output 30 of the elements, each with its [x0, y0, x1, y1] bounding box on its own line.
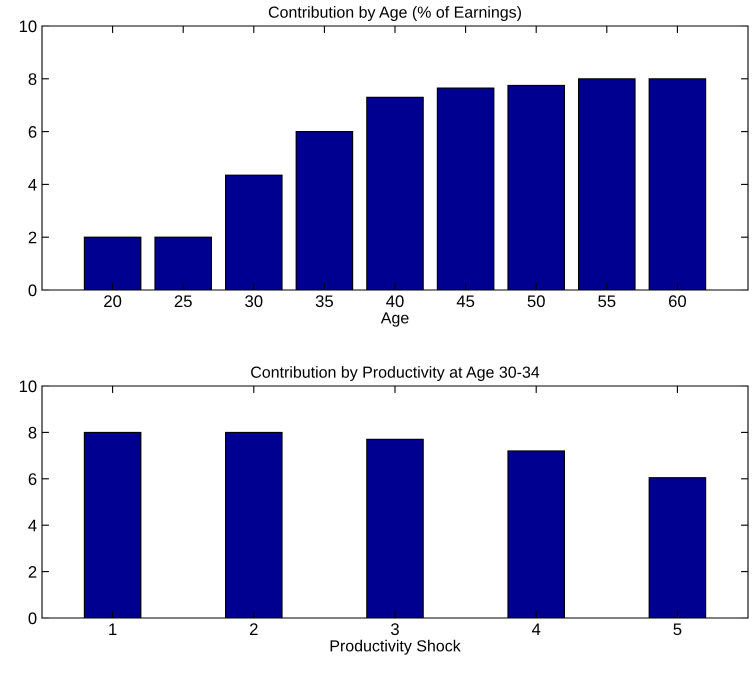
- y-tick-label: 6: [28, 126, 36, 138]
- chart-title: Contribution by Age (% of Earnings): [268, 6, 521, 21]
- x-tick-label: 5: [673, 623, 682, 636]
- x-tick-label: 3: [391, 623, 399, 636]
- x-tick-label: 1: [109, 623, 116, 635]
- y-tick-label: 10: [20, 380, 36, 392]
- y-tick-label: 8: [28, 73, 36, 86]
- x-tick-label: 40: [386, 295, 404, 308]
- y-tick-label: 4: [28, 520, 37, 532]
- y-tick-label: 0: [28, 612, 36, 624]
- x-tick-label: 20: [104, 295, 122, 308]
- y-tick-label: 8: [28, 426, 36, 439]
- x-axis-title: Productivity Shock: [330, 640, 461, 655]
- x-tick-label: 35: [316, 295, 333, 308]
- y-tick-label: 6: [28, 473, 36, 486]
- x-tick-label: 50: [528, 295, 545, 308]
- x-tick-label: 55: [598, 295, 616, 308]
- y-tick-label: 4: [28, 178, 37, 190]
- chart-title: Contribution by Productivity at Age 30-34: [251, 366, 540, 381]
- x-tick-label: 30: [245, 295, 262, 308]
- x-tick-label: 25: [174, 295, 192, 308]
- y-tick-label: 2: [28, 566, 36, 578]
- x-axis-title: Age: [380, 312, 408, 327]
- x-tick-label: 45: [456, 295, 474, 308]
- x-tick-label: 60: [668, 295, 686, 308]
- x-tick-label: 2: [250, 623, 258, 635]
- x-tick-label: 4: [532, 623, 540, 635]
- y-tick-label: 2: [28, 232, 36, 244]
- y-tick-label: 0: [28, 284, 36, 296]
- y-tick-label: 10: [20, 20, 36, 32]
